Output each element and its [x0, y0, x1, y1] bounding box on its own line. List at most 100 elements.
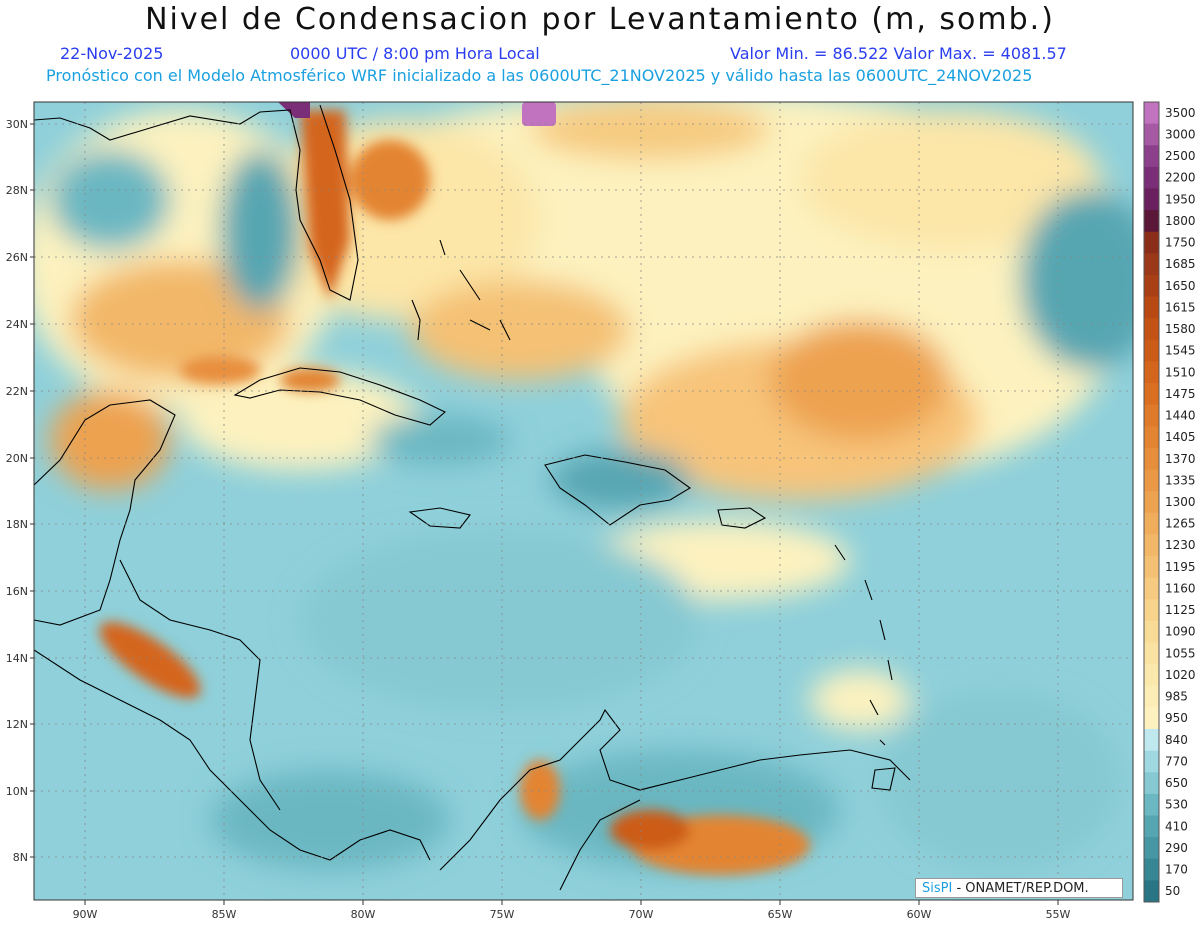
lat-label: 22N [6, 385, 28, 398]
colorbar-swatch [1144, 556, 1159, 579]
colorbar-swatch [1144, 512, 1159, 535]
colorbar: 3500 3000 2500 2200 1950 1800 1750 1685 1650 1615… [1143, 101, 1196, 903]
colorbar-label: 530 [1165, 798, 1188, 812]
colorbar-label: 770 [1165, 754, 1188, 768]
colorbar-label: 2200 [1165, 171, 1196, 185]
colorbar-label: 2500 [1165, 149, 1196, 163]
lat-label: 14N [6, 652, 28, 665]
coastlines [34, 104, 911, 891]
colorbar-swatch [1144, 793, 1159, 817]
colorbar-swatch [1144, 491, 1159, 514]
colorbar-label: 1750 [1165, 236, 1196, 250]
colorbar-swatch [1144, 620, 1159, 644]
colorbar-swatch [1144, 166, 1159, 189]
lon-label: 70W [629, 908, 654, 921]
credit-box: SisPI - ONAMET/REP.DOM. [915, 878, 1123, 898]
colorbar-label: 290 [1165, 841, 1188, 855]
colorbar-label: 1160 [1165, 581, 1196, 595]
colorbar-swatch [1144, 253, 1159, 276]
colorbar-swatch [1144, 707, 1159, 730]
lon-label: 75W [490, 908, 515, 921]
colorbar-label: 1335 [1165, 473, 1196, 487]
colorbar-label: 1230 [1165, 538, 1196, 552]
colorbar-label: 410 [1165, 819, 1188, 833]
graticule [34, 102, 1133, 900]
colorbar-label: 1685 [1165, 257, 1196, 271]
colorbar-swatch [1144, 231, 1159, 254]
credit-text: - ONAMET/REP.DOM. [952, 881, 1089, 896]
colorbar-swatch [1144, 210, 1159, 233]
longitude-axis: 90W 85W 80W 75W 70W 65W 60W 55W [73, 900, 1071, 921]
lat-label: 18N [6, 518, 28, 531]
colorbar-label: 1195 [1165, 560, 1196, 574]
colorbar-swatch [1144, 361, 1159, 384]
colorbar-label: 1950 [1165, 192, 1196, 206]
colorbar-swatch [1144, 664, 1159, 687]
colorbar-label: 1405 [1165, 430, 1196, 444]
colorbar-swatch [1144, 577, 1159, 600]
colorbar-swatch [1144, 318, 1159, 341]
colorbar-swatch [1144, 750, 1159, 773]
lon-label: 90W [73, 908, 98, 921]
colorbar-label: 1265 [1165, 517, 1196, 531]
colorbar-swatch [1144, 404, 1159, 427]
lon-label: 60W [907, 908, 932, 921]
colorbar-frame [1143, 101, 1160, 903]
colorbar-swatch [1144, 772, 1159, 795]
colorbar-swatch [1144, 102, 1159, 125]
colorbar-swatch [1144, 123, 1159, 146]
min-max-values: Valor Min. = 86.522 Valor Max. = 4081.57 [730, 44, 1067, 63]
colorbar-label: 50 [1165, 884, 1180, 898]
colorbar-label: 3500 [1165, 106, 1196, 120]
lat-label: 20N [6, 452, 28, 465]
colorbar-label: 1580 [1165, 322, 1196, 336]
colorbar-label: 1125 [1165, 603, 1196, 617]
colorbar-swatch [1144, 426, 1159, 449]
colorbar-swatch [1144, 274, 1159, 298]
colorbar-label: 1475 [1165, 387, 1196, 401]
colorbar-label: 985 [1165, 690, 1188, 704]
colorbar-label: 950 [1165, 711, 1188, 725]
colorbar-label: 3000 [1165, 127, 1196, 141]
colorbar-swatch [1144, 685, 1159, 708]
lon-label: 85W [212, 908, 237, 921]
colorbar-swatch [1144, 296, 1159, 319]
forecast-date: 22-Nov-2025 [60, 44, 164, 63]
colorbar-swatch [1144, 145, 1159, 168]
sispi-logo: SisPI [922, 881, 953, 896]
colorbar-swatch [1144, 534, 1159, 557]
colorbar-swatch [1144, 880, 1159, 903]
lcl-field [34, 102, 1133, 900]
colorbar-label: 840 [1165, 733, 1188, 747]
colorbar-label: 1090 [1165, 625, 1196, 639]
lat-label: 8N [13, 851, 28, 864]
colorbar-swatch [1144, 837, 1159, 860]
map-title: Nivel de Condensacion por Levantamiento … [145, 2, 1055, 37]
lat-label: 30N [6, 118, 28, 131]
lat-label: 28N [6, 184, 28, 197]
colorbar-label: 170 [1165, 863, 1188, 877]
colorbar-swatch [1144, 447, 1159, 471]
lon-label: 65W [768, 908, 793, 921]
latitude-axis: 30N 28N 26N 24N 22N 20N 18N 16N 14N 12N … [6, 118, 34, 864]
colorbar-label: 1545 [1165, 344, 1196, 358]
lat-label: 10N [6, 785, 28, 798]
forecast-time: 0000 UTC / 8:00 pm Hora Local [290, 44, 540, 63]
lon-label: 55W [1046, 908, 1071, 921]
colorbar-label: 1800 [1165, 214, 1196, 228]
colorbar-swatch [1144, 815, 1159, 838]
colorbar-label: 1055 [1165, 646, 1196, 660]
model-forecast-info: Pronóstico con el Modelo Atmosférico WRF… [46, 66, 1033, 85]
colorbar-label: 650 [1165, 776, 1188, 790]
colorbar-label: 1300 [1165, 495, 1196, 509]
colorbar-swatch [1144, 339, 1159, 362]
colorbar-label: 1020 [1165, 668, 1196, 682]
colorbar-swatch [1144, 642, 1159, 665]
lat-label: 12N [6, 718, 28, 731]
colorbar-label: 1615 [1165, 300, 1196, 314]
lat-label: 16N [6, 585, 28, 598]
colorbar-swatch [1144, 188, 1159, 211]
colorbar-label: 1370 [1165, 452, 1196, 466]
colorbar-swatch [1144, 729, 1159, 752]
